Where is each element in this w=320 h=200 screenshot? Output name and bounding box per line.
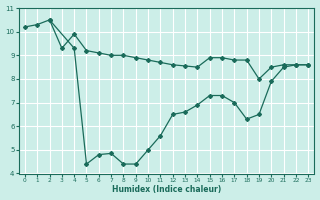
- X-axis label: Humidex (Indice chaleur): Humidex (Indice chaleur): [112, 185, 221, 194]
